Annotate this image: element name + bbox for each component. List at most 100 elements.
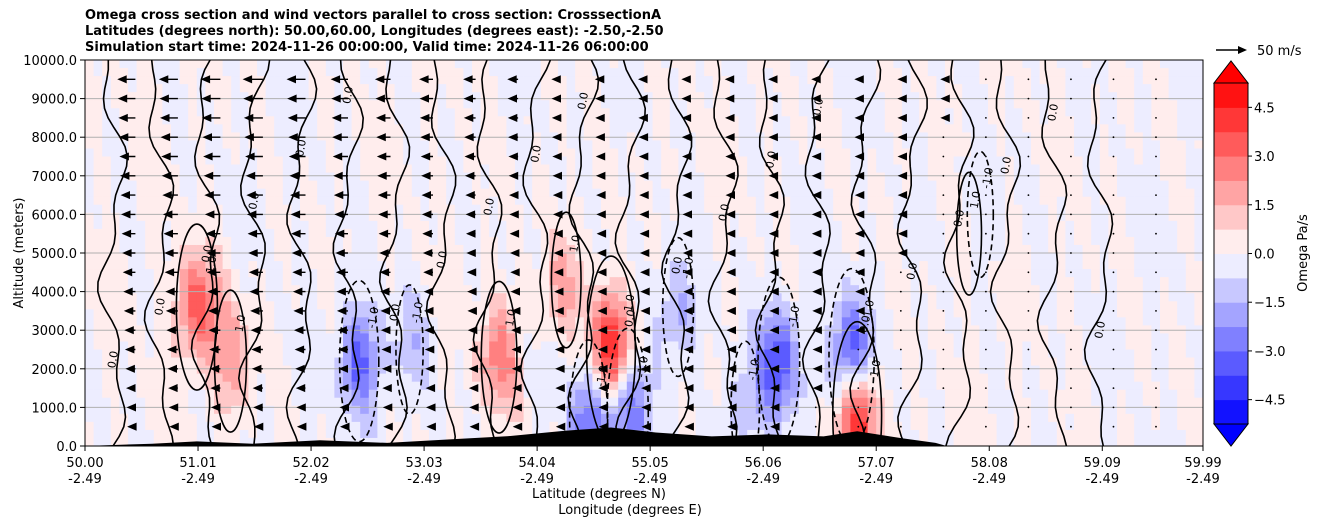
omega-cell	[936, 333, 946, 343]
omega-cell	[790, 341, 800, 351]
omega-cell	[773, 68, 783, 77]
omega-cell	[497, 68, 507, 77]
omega-cell	[446, 429, 456, 439]
omega-cell	[540, 261, 550, 270]
omega-cell	[738, 389, 748, 399]
omega-cell	[618, 164, 628, 174]
omega-cell	[635, 405, 645, 415]
omega-cell	[437, 421, 447, 431]
omega-cell	[102, 357, 112, 367]
omega-cell	[781, 156, 791, 166]
omega-cell	[377, 156, 387, 166]
omega-cell	[962, 421, 972, 431]
omega-cell	[377, 373, 387, 383]
omega-cell	[609, 373, 619, 383]
omega-cell	[902, 341, 912, 351]
omega-cell	[85, 389, 95, 399]
omega-cell	[807, 405, 817, 415]
omega-cell	[549, 261, 559, 270]
omega-cell	[893, 389, 903, 399]
omega-cell	[747, 76, 757, 85]
omega-cell	[420, 253, 430, 262]
omega-cell	[833, 317, 843, 326]
omega-cell	[497, 196, 507, 206]
omega-cell	[317, 100, 327, 109]
omega-cell	[695, 108, 705, 117]
omega-cell	[136, 100, 146, 109]
omega-cell	[222, 68, 232, 77]
omega-cell	[308, 68, 318, 77]
omega-cell	[566, 421, 576, 431]
omega-cell	[317, 261, 327, 270]
omega-cell	[902, 293, 912, 302]
omega-cell	[583, 100, 593, 109]
omega-cell	[93, 309, 103, 318]
omega-cell	[833, 212, 843, 222]
omega-cell	[721, 421, 731, 431]
omega-cell	[678, 293, 688, 302]
omega-cell	[781, 148, 791, 158]
omega-cell	[368, 92, 378, 101]
omega-cell	[893, 92, 903, 101]
omega-cell	[360, 244, 370, 254]
omega-cell	[730, 140, 740, 150]
omega-cell	[411, 405, 421, 415]
omega-cell	[102, 196, 112, 206]
omega-cell	[695, 76, 705, 85]
omega-cell	[497, 156, 507, 166]
omega-cell	[291, 317, 301, 326]
omega-cell	[472, 76, 482, 85]
omega-cell	[231, 429, 241, 439]
omega-cell	[386, 397, 396, 407]
omega-cell	[420, 309, 430, 318]
omega-cell	[463, 341, 473, 351]
omega-cell	[626, 68, 636, 77]
omega-cell	[704, 365, 714, 375]
omega-cell	[179, 261, 189, 270]
omega-cell	[523, 148, 533, 158]
omega-cell	[781, 429, 791, 439]
omega-cell	[85, 333, 95, 343]
omega-cell	[678, 92, 688, 101]
omega-cell	[343, 429, 353, 439]
omega-cell	[764, 228, 774, 238]
omega-cell	[403, 293, 413, 302]
omega-cell	[850, 309, 860, 318]
omega-cell	[824, 60, 834, 69]
omega-cell	[102, 253, 112, 262]
omega-cell	[102, 381, 112, 391]
omega-cell	[403, 236, 413, 246]
omega-cell	[790, 261, 800, 270]
omega-cell	[145, 92, 155, 101]
omega-cell	[962, 293, 972, 302]
omega-cell	[876, 188, 886, 198]
omega-cell	[575, 349, 585, 359]
omega-cell	[635, 421, 645, 431]
omega-cell	[927, 397, 937, 407]
omega-cell	[489, 116, 499, 125]
omega-cell	[334, 317, 344, 326]
omega-cell	[506, 180, 516, 190]
omega-cell	[532, 212, 542, 222]
omega-cell	[764, 285, 774, 294]
omega-cell	[179, 333, 189, 343]
omega-cell	[472, 429, 482, 439]
omega-cell	[859, 204, 869, 214]
omega-cell	[472, 84, 482, 93]
omega-cell	[618, 172, 628, 182]
omega-cell	[747, 108, 757, 117]
omega-cell	[420, 277, 430, 286]
omega-cell	[970, 405, 980, 415]
omega-cell	[626, 357, 636, 367]
omega-cell	[360, 92, 370, 101]
omega-cell	[755, 196, 765, 206]
omega-cell	[807, 365, 817, 375]
omega-cell	[781, 236, 791, 246]
omega-cell	[153, 228, 163, 238]
omega-cell	[119, 212, 129, 222]
omega-cell	[850, 373, 860, 383]
omega-cell	[231, 92, 241, 101]
omega-cell	[153, 124, 163, 133]
omega-cell	[962, 341, 972, 351]
omega-cell	[712, 277, 722, 286]
